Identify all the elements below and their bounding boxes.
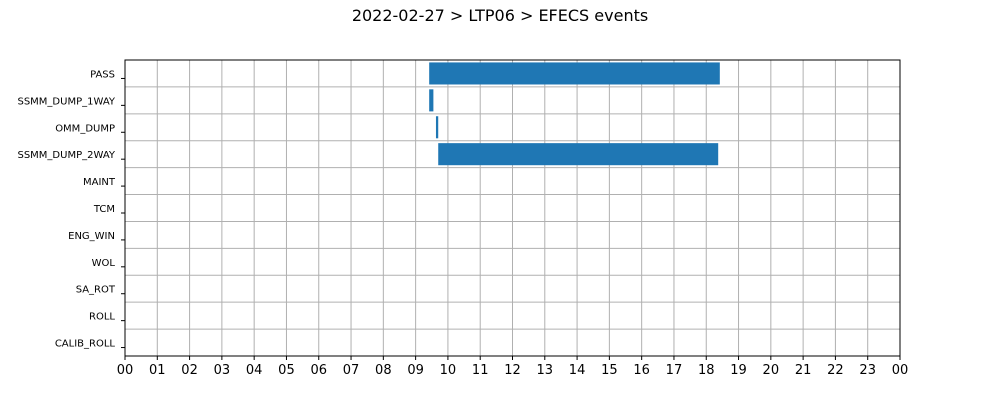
y-tick-label: PASS — [90, 69, 115, 80]
x-tick-layer: 00 01 02 03 04 05 06 07 08 09 10 11 12 13 14 15 16 17 18 19… — [117, 356, 909, 378]
x-tick-label: 22 — [827, 363, 844, 378]
x-tick-label: 02 — [181, 363, 198, 378]
x-tick-label: 18 — [698, 363, 715, 378]
event-bar-ssmm-dump-1way — [429, 89, 434, 112]
grid-layer — [124, 60, 901, 356]
x-tick-label: 01 — [149, 363, 166, 378]
x-tick-label: 19 — [730, 363, 747, 378]
x-tick-label: 20 — [763, 363, 780, 378]
x-tick-label: 21 — [795, 363, 812, 378]
x-tick-label: 04 — [246, 363, 263, 378]
y-tick-label: ROLL — [89, 312, 115, 323]
event-bar-ssmm-dump-2way — [438, 143, 719, 166]
x-tick-label: 00 — [892, 363, 909, 378]
x-tick-label: 09 — [407, 363, 424, 378]
x-tick-label: 15 — [601, 363, 618, 378]
x-tick-label: 16 — [633, 363, 650, 378]
x-tick-label: 08 — [375, 363, 392, 378]
y-tick-label: OMM_DUMP — [55, 123, 115, 134]
x-tick-label: 05 — [278, 363, 295, 378]
x-tick-label: 14 — [569, 363, 586, 378]
x-tick-label: 00 — [117, 363, 134, 378]
y-tick-label: SSMM_DUMP_2WAY — [17, 150, 115, 161]
x-tick-label: 07 — [343, 363, 360, 378]
y-tick-label: SSMM_DUMP_1WAY — [17, 96, 115, 107]
x-tick-label: 06 — [310, 363, 327, 378]
y-tick-layer: PASS SSMM_DUMP_1WAY OMM_DUMP SSMM_DUMP_2WAY… — [17, 69, 125, 350]
y-tick-label: MAINT — [83, 177, 116, 188]
x-tick-label: 13 — [537, 363, 554, 378]
x-tick-label: 23 — [859, 363, 876, 378]
event-bar-pass — [429, 62, 720, 85]
x-tick-label: 03 — [214, 363, 231, 378]
x-tick-label: 11 — [472, 363, 489, 378]
y-tick-label: SA_ROT — [76, 285, 116, 296]
y-tick-label: CALIB_ROLL — [55, 339, 116, 350]
x-tick-label: 12 — [504, 363, 521, 378]
bar-layer — [429, 62, 720, 166]
y-tick-label: TCM — [93, 204, 115, 215]
x-tick-label: 17 — [666, 363, 683, 378]
event-bar-omm-dump — [435, 116, 439, 139]
y-tick-label: WOL — [92, 258, 116, 269]
chart-title: 2022-02-27 > LTP06 > EFECS events — [351, 6, 649, 25]
y-tick-label: ENG_WIN — [68, 231, 115, 242]
x-tick-label: 10 — [440, 363, 457, 378]
